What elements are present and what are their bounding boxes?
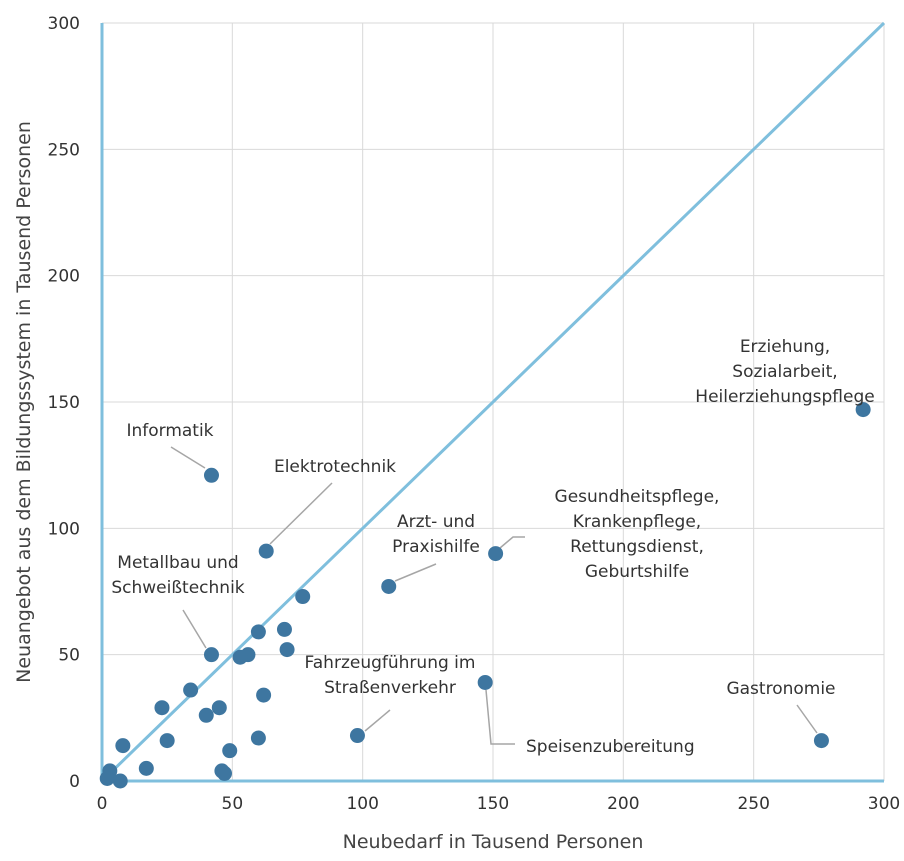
point-labels: Erziehung, Sozialarbeit, Heilerziehungspfl… (111, 337, 874, 757)
point-label: Praxishilfe (392, 537, 480, 557)
point-label: Erziehung, (740, 337, 830, 357)
data-point (211, 700, 227, 716)
x-tick-label: 300 (868, 794, 900, 814)
data-point (183, 682, 199, 698)
y-tick-label: 250 (48, 140, 80, 160)
point-label: Heilerziehungspflege (695, 387, 874, 407)
leader-line (364, 709, 391, 732)
point-label: Fahrzeugführung im (305, 653, 476, 673)
point-label: Gesundheitspflege, (555, 487, 720, 507)
leader-line (796, 704, 818, 734)
data-point (198, 707, 214, 723)
point-label: Sozialarbeit, (732, 362, 837, 382)
leader-line (499, 536, 525, 549)
data-point (488, 546, 504, 562)
x-axis-title: Neubedarf in Tausend Personen (343, 831, 644, 853)
y-tick-label: 200 (48, 267, 80, 287)
leader-lines (170, 446, 818, 745)
y-tick-label: 100 (48, 519, 80, 539)
point-label: Schweißtechnik (111, 578, 244, 598)
y-tick-label: 50 (58, 646, 80, 666)
y-tick-label: 150 (48, 393, 80, 413)
point-label: Speisenzubereitung (526, 737, 695, 757)
point-label: Arzt- und (397, 512, 475, 532)
point-label: Metallbau und (117, 553, 238, 573)
leader-line (182, 609, 207, 649)
tick-labels: 0 50 100 150 200 250 300 0 50 100 150 200 250 300 (48, 14, 901, 814)
x-tick-label: 250 (737, 794, 769, 814)
data-point (138, 760, 154, 776)
data-point (217, 765, 233, 781)
data-point (279, 642, 295, 658)
data-point (813, 733, 829, 749)
y-tick-label: 300 (48, 14, 80, 34)
data-point (295, 589, 311, 605)
leader-line (170, 446, 206, 469)
data-point (154, 700, 170, 716)
parity-line (100, 21, 886, 783)
point-label: Elektrotechnik (274, 457, 396, 477)
data-point (381, 578, 397, 594)
leader-line (269, 482, 333, 545)
data-point (256, 687, 272, 703)
point-label: Informatik (126, 421, 213, 441)
data-point (222, 743, 238, 759)
point-label: Gastronomie (726, 679, 835, 699)
data-point (203, 647, 219, 663)
data-point (112, 773, 128, 789)
axes (100, 23, 884, 783)
data-point (203, 467, 219, 483)
x-tick-label: 0 (97, 794, 108, 814)
y-tick-label: 0 (69, 772, 80, 792)
data-point (349, 728, 365, 744)
x-tick-label: 50 (222, 794, 244, 814)
leader-line (394, 563, 437, 582)
data-points (99, 402, 871, 789)
data-point (159, 733, 175, 749)
point-label: Krankenpflege, (573, 512, 701, 532)
data-point (855, 402, 871, 418)
data-point (477, 674, 493, 690)
x-tick-label: 150 (477, 794, 509, 814)
data-point (99, 770, 115, 786)
y-axis-title: Neuangebot aus dem Bildungssystem in Tau… (13, 121, 35, 683)
point-label: Geburtshilfe (585, 562, 689, 582)
data-point (258, 543, 274, 559)
data-point (250, 624, 266, 640)
data-point (115, 738, 131, 754)
leader-line (485, 689, 515, 745)
x-tick-label: 100 (346, 794, 378, 814)
data-point (232, 649, 248, 665)
x-tick-label: 200 (607, 794, 639, 814)
data-point (276, 621, 292, 637)
point-label: Rettungsdienst, (570, 537, 704, 557)
point-label: Straßenverkehr (324, 678, 456, 698)
data-point (250, 730, 266, 746)
